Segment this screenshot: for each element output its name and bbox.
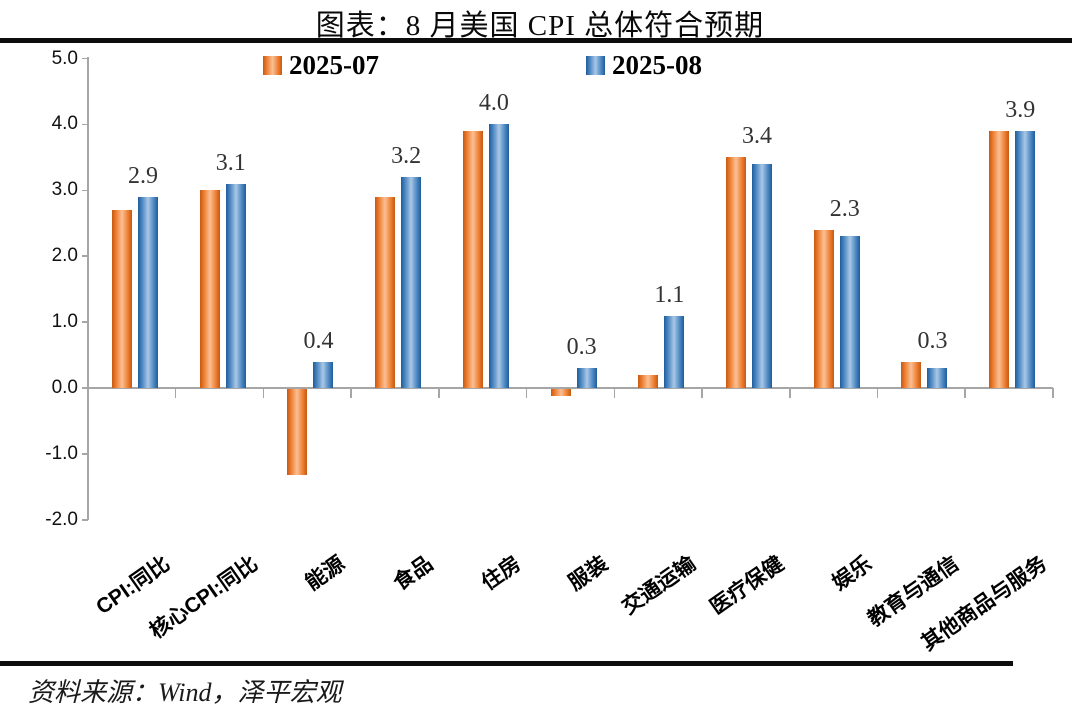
bar-2025-08-住房 bbox=[488, 124, 509, 388]
bar-2025-07-交通运输 bbox=[638, 374, 659, 388]
y-axis-tick-mark bbox=[82, 123, 88, 126]
x-axis-category-label: 能源 bbox=[301, 552, 350, 596]
bar-2025-08-娱乐 bbox=[839, 236, 860, 388]
legend-label: 2025-08 bbox=[612, 49, 702, 80]
y-axis-tick-mark bbox=[82, 189, 88, 192]
bar-2025-08-服装 bbox=[576, 368, 597, 388]
legend-item-2025-08: 2025-08 bbox=[586, 50, 702, 80]
bar-value-label: 3.9 bbox=[1005, 96, 1036, 123]
bar-value-label: 2.3 bbox=[829, 195, 860, 222]
chart-title: 图表：8 月美国 CPI 总体符合预期 bbox=[315, 10, 765, 42]
bar-value-label: 0.4 bbox=[303, 327, 334, 354]
y-axis-tick-label: 2.0 bbox=[51, 245, 78, 267]
x-axis-tick-mark bbox=[1052, 388, 1054, 398]
x-axis-category-label: 交通运输 bbox=[618, 552, 701, 620]
y-axis-tick-mark bbox=[82, 255, 88, 257]
x-axis-tick-mark bbox=[87, 388, 89, 398]
bar-value-label: 3.2 bbox=[391, 143, 422, 170]
x-axis-tick-mark bbox=[350, 388, 352, 398]
bar-value-label: 3.1 bbox=[215, 149, 246, 176]
bar-2025-08-教育与通信 bbox=[927, 368, 948, 388]
source-note: 资料来源：Wind，泽平宏观 bbox=[28, 678, 342, 707]
x-axis-zero-line bbox=[88, 387, 1053, 389]
bar-2025-07-娱乐 bbox=[813, 229, 834, 388]
bar-2025-08-核心CPI:同比 bbox=[225, 183, 246, 388]
legend-label: 2025-07 bbox=[289, 49, 379, 80]
bar-2025-07-其他商品与服务 bbox=[989, 130, 1010, 388]
bar-2025-08-能源 bbox=[313, 361, 334, 388]
y-axis-tick-mark bbox=[82, 453, 88, 455]
bar-2025-08-其他商品与服务 bbox=[1015, 130, 1036, 388]
x-axis-tick-mark bbox=[876, 388, 879, 398]
x-axis-tick-mark bbox=[789, 388, 791, 398]
y-axis-tick-label: 5.0 bbox=[51, 47, 78, 69]
legend-swatch-orange bbox=[263, 55, 282, 75]
y-axis-tick-label: 1.0 bbox=[51, 311, 78, 333]
y-axis-tick-label: -2.0 bbox=[45, 508, 78, 530]
x-axis-category-label: 医疗保健 bbox=[705, 552, 788, 620]
y-axis-tick-mark bbox=[82, 387, 88, 389]
y-axis-line bbox=[87, 57, 89, 520]
bar-value-label: 3.4 bbox=[742, 123, 773, 150]
y-axis-tick-label: -1.0 bbox=[45, 442, 78, 464]
bottom-divider bbox=[0, 661, 1013, 666]
x-axis-tick-mark bbox=[262, 388, 265, 398]
x-axis-tick-mark bbox=[525, 388, 528, 398]
bar-value-label: 2.9 bbox=[128, 162, 158, 189]
bar-value-label: 0.3 bbox=[566, 334, 597, 361]
x-axis-tick-mark bbox=[701, 388, 703, 398]
bar-value-label: 4.0 bbox=[478, 90, 509, 117]
x-axis-tick-mark bbox=[174, 388, 177, 398]
x-axis-category-label: 服装 bbox=[564, 552, 613, 596]
bar-value-label: 0.3 bbox=[917, 327, 948, 354]
bar-2025-07-食品 bbox=[375, 196, 396, 388]
y-axis-tick-mark bbox=[82, 321, 88, 323]
bar-value-label: 1.1 bbox=[654, 281, 685, 308]
bar-2025-07-服装 bbox=[550, 389, 571, 396]
bar-2025-07-能源 bbox=[287, 389, 308, 475]
bar-2025-08-医疗保健 bbox=[752, 163, 773, 388]
x-axis-category-label: 娱乐 bbox=[828, 552, 876, 596]
x-axis-category-label: 住房 bbox=[477, 552, 525, 596]
legend-swatch-blue bbox=[586, 55, 605, 75]
top-divider bbox=[0, 38, 1072, 43]
x-axis-tick-mark bbox=[964, 388, 966, 398]
y-axis-tick-mark bbox=[82, 519, 88, 521]
x-axis-category-label: 食品 bbox=[389, 552, 438, 596]
legend-item-2025-07: 2025-07 bbox=[263, 50, 379, 80]
y-axis-tick-mark bbox=[82, 57, 88, 60]
x-axis-tick-mark bbox=[613, 388, 616, 398]
bar-2025-07-住房 bbox=[462, 130, 483, 388]
bar-2025-08-食品 bbox=[401, 177, 422, 388]
x-axis-tick-mark bbox=[438, 388, 440, 398]
bar-2025-07-核心CPI:同比 bbox=[199, 190, 220, 388]
y-axis-tick-label: 4.0 bbox=[51, 113, 78, 135]
y-axis-tick-label: 0.0 bbox=[51, 377, 78, 398]
bar-2025-07-教育与通信 bbox=[901, 361, 922, 388]
bar-chart-plot-area: 5.0 4.0 3.0 2.0 1.0 0.0 -1.0 -2.0 2.9 3.1 0.4 3.2 4.… bbox=[45, 47, 1054, 655]
bar-2025-08-CPI:同比 bbox=[138, 196, 158, 388]
bar-2025-07-CPI:同比 bbox=[112, 210, 132, 388]
y-axis-tick-label: 3.0 bbox=[51, 179, 78, 201]
bar-2025-08-交通运输 bbox=[664, 315, 685, 388]
bar-2025-07-医疗保健 bbox=[726, 157, 747, 388]
